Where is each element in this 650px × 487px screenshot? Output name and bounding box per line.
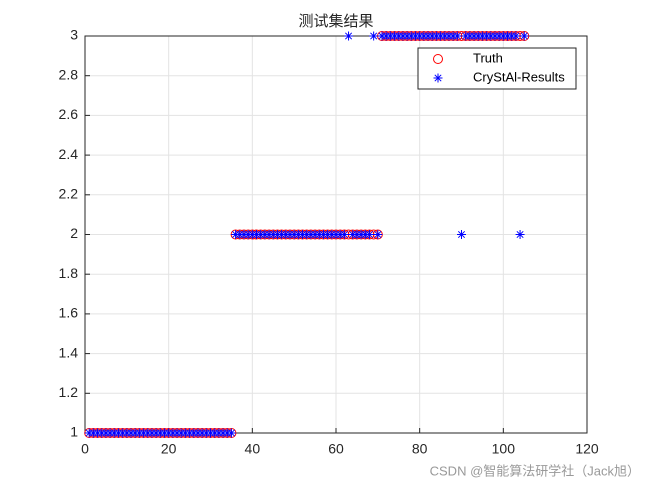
y-tick-label: 2.2 bbox=[59, 186, 79, 202]
y-tick-label: 1.2 bbox=[59, 384, 79, 400]
point bbox=[433, 54, 443, 64]
point bbox=[344, 31, 354, 41]
point bbox=[369, 31, 379, 41]
x-tick-label: 40 bbox=[245, 441, 261, 457]
y-tick-label: 1 bbox=[70, 424, 78, 440]
point bbox=[519, 31, 529, 41]
point bbox=[457, 230, 466, 239]
point bbox=[515, 230, 525, 239]
x-tick-label: 80 bbox=[412, 441, 428, 457]
point bbox=[373, 230, 383, 239]
x-tick-label: 100 bbox=[492, 441, 516, 457]
y-tick-label: 2.6 bbox=[59, 106, 79, 122]
point bbox=[226, 428, 236, 438]
x-tick-label: 60 bbox=[328, 441, 344, 457]
plot-frame bbox=[84, 35, 588, 434]
y-tick-label: 1.4 bbox=[59, 344, 79, 360]
point bbox=[339, 230, 349, 239]
point bbox=[364, 230, 374, 239]
legend-label: CryStAl-Results bbox=[473, 69, 565, 84]
x-tick-label: 120 bbox=[575, 441, 599, 457]
y-tick-label: 1.8 bbox=[59, 265, 79, 281]
legend-box bbox=[417, 47, 577, 90]
point bbox=[452, 31, 462, 41]
y-tick-label: 1.6 bbox=[59, 305, 79, 321]
x-tick-label: 20 bbox=[161, 441, 177, 457]
y-tick-label: 2.4 bbox=[59, 146, 79, 162]
point bbox=[511, 31, 521, 41]
y-tick-label: 3 bbox=[70, 27, 78, 43]
legend-label: Truth bbox=[473, 50, 503, 65]
x-tick-label: 0 bbox=[81, 441, 89, 457]
chart-title: 测试集结果 bbox=[298, 13, 373, 30]
y-tick-label: 2 bbox=[70, 225, 78, 241]
point bbox=[433, 73, 443, 83]
y-tick-label: 2.8 bbox=[59, 66, 79, 82]
watermark: CSDN @智能算法研学社（Jack旭） bbox=[430, 463, 640, 478]
